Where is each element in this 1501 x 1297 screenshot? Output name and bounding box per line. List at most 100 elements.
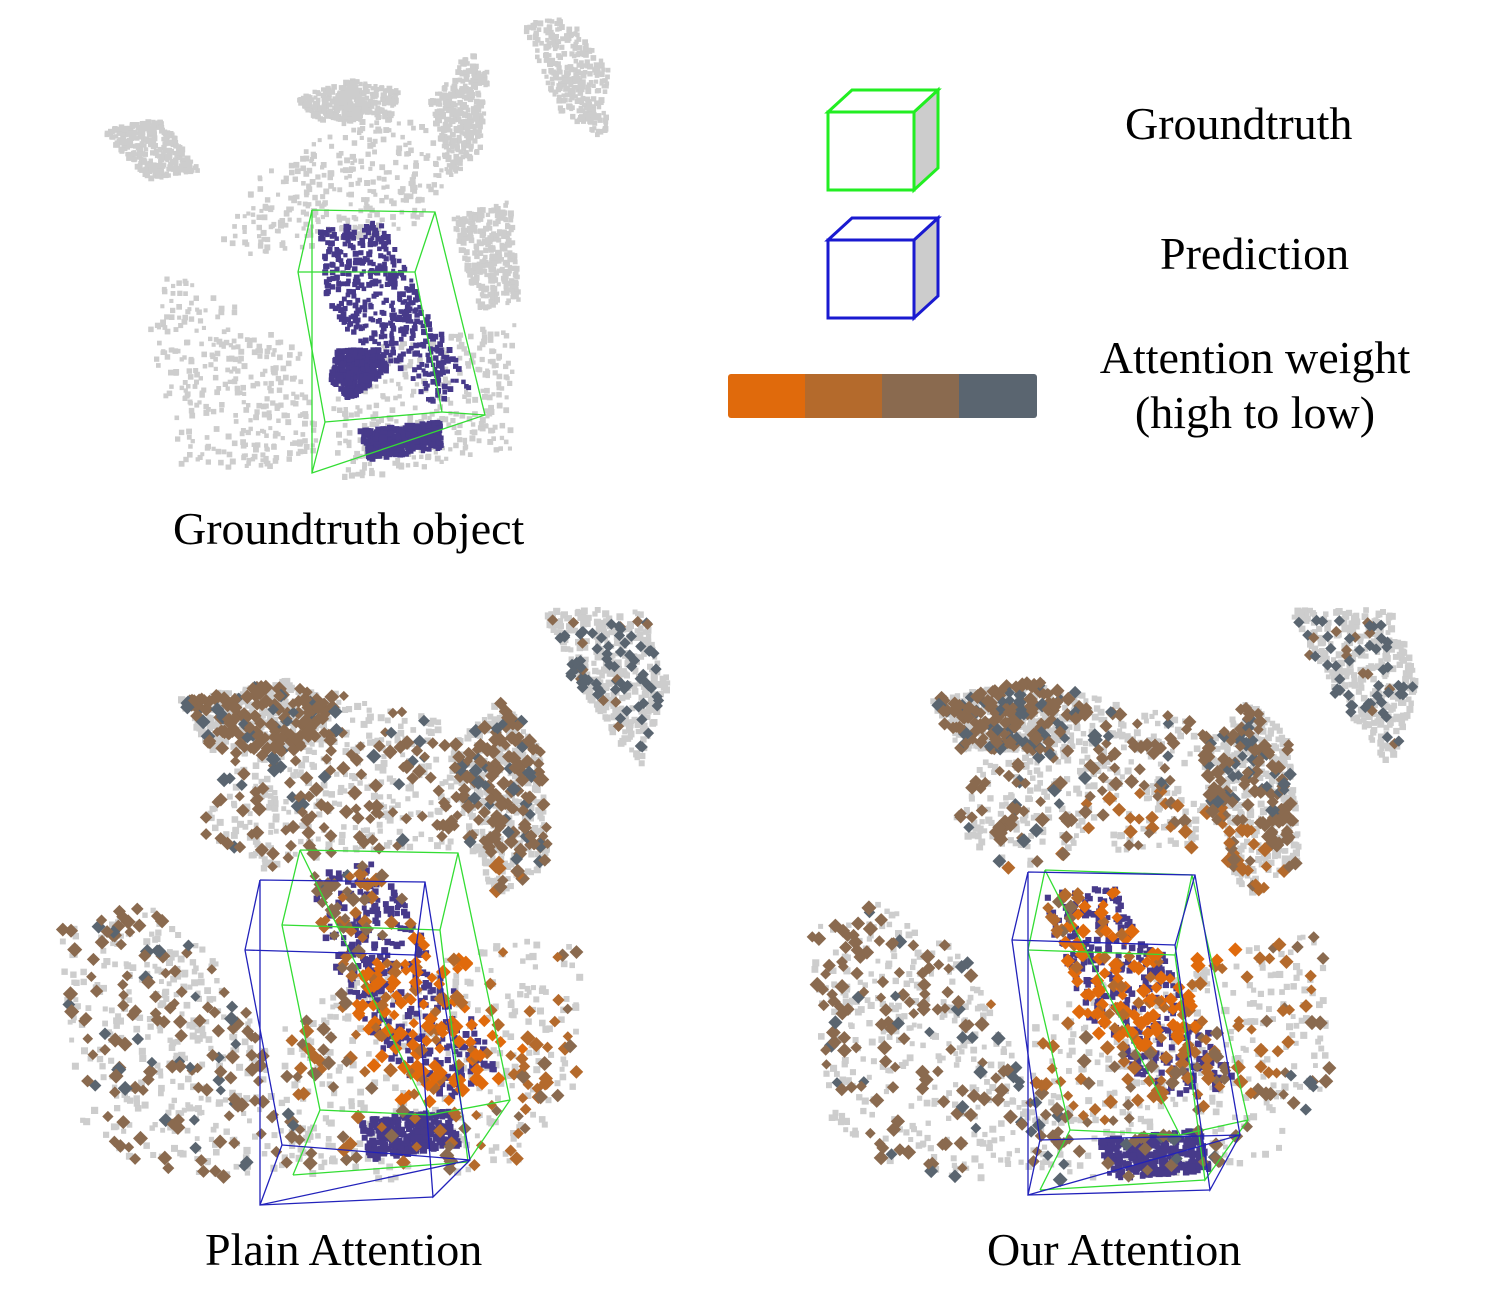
point	[365, 438, 370, 443]
point	[258, 778, 264, 785]
point	[429, 371, 435, 377]
point	[599, 78, 604, 83]
point	[476, 732, 483, 739]
point	[354, 79, 360, 85]
point	[232, 783, 240, 791]
point	[362, 995, 368, 1001]
point	[497, 1079, 505, 1087]
point	[343, 253, 348, 258]
point	[355, 297, 361, 303]
point	[338, 300, 344, 306]
point	[405, 449, 411, 455]
point	[480, 301, 486, 307]
point	[181, 318, 188, 325]
point	[490, 272, 496, 279]
point	[352, 825, 358, 831]
point	[342, 422, 348, 428]
point	[357, 437, 364, 443]
point	[567, 64, 574, 70]
point	[251, 206, 256, 211]
point	[545, 30, 550, 36]
point	[172, 348, 179, 354]
point	[170, 307, 176, 314]
point	[489, 278, 496, 284]
point	[357, 1100, 365, 1108]
point	[496, 254, 503, 260]
point	[486, 222, 491, 227]
point	[232, 827, 240, 835]
point	[410, 376, 416, 381]
point	[231, 366, 237, 372]
point	[348, 234, 353, 239]
point	[332, 372, 339, 379]
point	[573, 58, 579, 64]
point	[205, 1160, 210, 1166]
point	[441, 85, 447, 91]
point	[208, 336, 213, 342]
point	[479, 103, 485, 109]
point	[378, 1157, 385, 1165]
point	[344, 392, 350, 397]
point	[494, 233, 500, 238]
point	[414, 439, 420, 445]
point	[173, 165, 179, 171]
point	[333, 1002, 339, 1009]
point	[400, 401, 405, 407]
point	[327, 174, 333, 181]
point	[347, 94, 353, 100]
point	[563, 70, 570, 77]
point	[487, 331, 494, 338]
point	[300, 209, 306, 215]
point	[291, 197, 297, 204]
point	[501, 233, 507, 239]
point	[258, 792, 265, 800]
point	[405, 313, 412, 320]
point	[278, 379, 284, 386]
point	[533, 941, 541, 949]
point	[470, 276, 477, 283]
point	[248, 192, 254, 198]
point	[211, 446, 216, 451]
point	[67, 1019, 73, 1025]
point	[169, 1039, 177, 1047]
point	[485, 262, 491, 268]
point	[465, 143, 471, 149]
point	[392, 1108, 398, 1114]
point	[448, 333, 454, 340]
point	[162, 163, 167, 168]
point	[123, 1095, 131, 1103]
point	[228, 343, 233, 348]
point	[276, 432, 281, 437]
point	[408, 359, 414, 364]
point	[183, 1001, 191, 1009]
point	[193, 965, 199, 971]
point	[340, 270, 346, 276]
point	[306, 167, 313, 174]
point	[492, 424, 498, 430]
point	[355, 471, 361, 477]
point	[358, 324, 363, 329]
point	[473, 77, 479, 83]
point	[433, 355, 439, 361]
point	[407, 362, 413, 369]
point	[543, 27, 550, 34]
point	[422, 381, 428, 387]
point	[473, 68, 478, 74]
point	[279, 218, 286, 224]
point	[138, 147, 144, 152]
point	[195, 307, 200, 312]
point	[388, 275, 394, 281]
point	[271, 352, 276, 357]
point	[126, 989, 132, 995]
point	[448, 783, 455, 790]
point	[268, 332, 274, 338]
point	[446, 163, 452, 168]
point	[379, 322, 385, 328]
point	[414, 350, 420, 357]
point	[472, 214, 478, 221]
point	[472, 83, 478, 89]
point	[129, 123, 135, 129]
point	[418, 353, 423, 358]
point	[360, 243, 366, 248]
point	[360, 384, 366, 390]
